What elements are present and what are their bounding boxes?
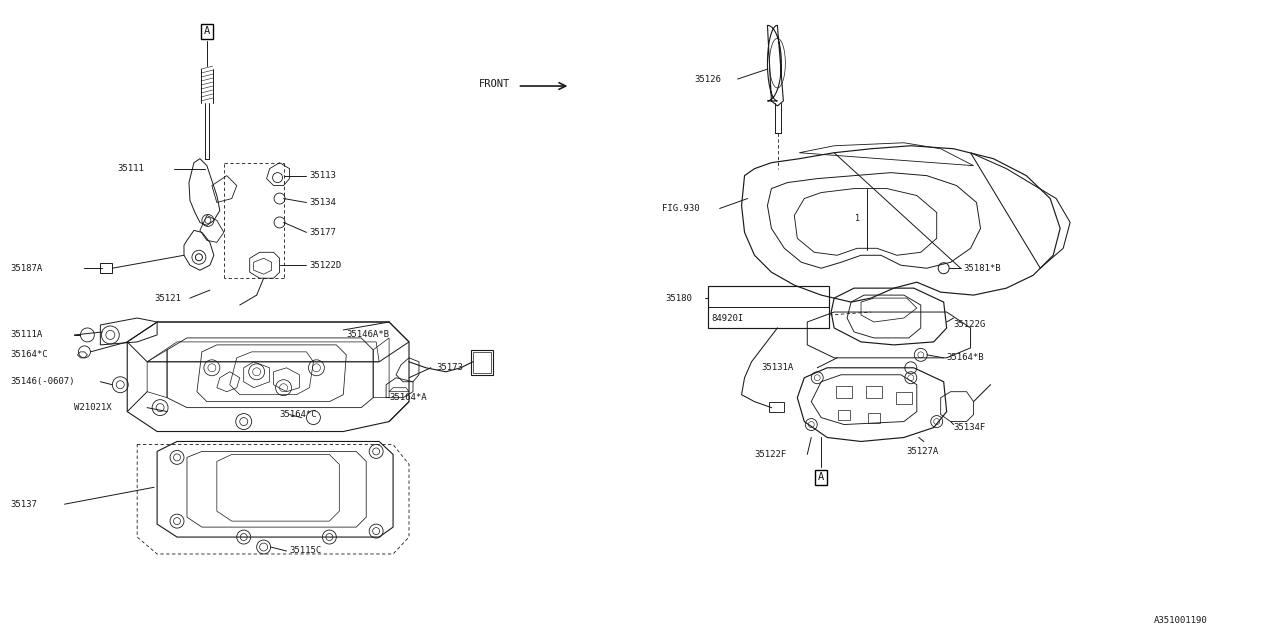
Text: A: A bbox=[818, 472, 824, 483]
Text: 35137: 35137 bbox=[10, 500, 37, 509]
Bar bbox=[471, 350, 493, 375]
Text: 35134: 35134 bbox=[310, 198, 337, 207]
Bar bbox=[708, 286, 829, 328]
Bar bbox=[472, 352, 490, 372]
Text: 35181*B: 35181*B bbox=[964, 264, 1001, 273]
Text: 35131A: 35131A bbox=[762, 364, 794, 372]
Text: 35127A: 35127A bbox=[906, 447, 940, 456]
Text: 35111: 35111 bbox=[118, 164, 145, 173]
Text: 35146A*B: 35146A*B bbox=[347, 330, 389, 339]
Text: 35164*C: 35164*C bbox=[10, 350, 49, 359]
Text: 35173: 35173 bbox=[436, 364, 463, 372]
Text: 35115C: 35115C bbox=[289, 547, 321, 556]
Text: A351001190: A351001190 bbox=[1153, 616, 1207, 625]
Text: 35111A: 35111A bbox=[10, 330, 44, 339]
Text: FIG.930: FIG.930 bbox=[662, 204, 700, 213]
Text: 35134F: 35134F bbox=[954, 423, 986, 432]
Text: 35122D: 35122D bbox=[310, 260, 342, 269]
Text: W21021X: W21021X bbox=[74, 403, 113, 412]
Text: 35187A: 35187A bbox=[10, 264, 44, 273]
Text: A: A bbox=[204, 26, 210, 36]
Text: 35164*C: 35164*C bbox=[279, 410, 317, 419]
Text: 35164*B: 35164*B bbox=[947, 353, 984, 362]
Bar bbox=[769, 402, 785, 412]
Bar bbox=[100, 263, 113, 273]
Text: 35122F: 35122F bbox=[754, 450, 787, 459]
Text: 35122G: 35122G bbox=[954, 321, 986, 330]
Text: 35146(-0607): 35146(-0607) bbox=[10, 377, 76, 386]
Text: 35121: 35121 bbox=[154, 294, 180, 303]
Text: 35177: 35177 bbox=[310, 228, 337, 237]
Text: 84920I: 84920I bbox=[712, 314, 744, 323]
Text: 35113: 35113 bbox=[310, 171, 337, 180]
Text: 35164*A: 35164*A bbox=[389, 393, 426, 402]
Text: 35180: 35180 bbox=[664, 294, 691, 303]
Text: 1: 1 bbox=[855, 214, 860, 223]
Text: FRONT: FRONT bbox=[479, 79, 511, 89]
Text: 35126: 35126 bbox=[695, 74, 722, 84]
